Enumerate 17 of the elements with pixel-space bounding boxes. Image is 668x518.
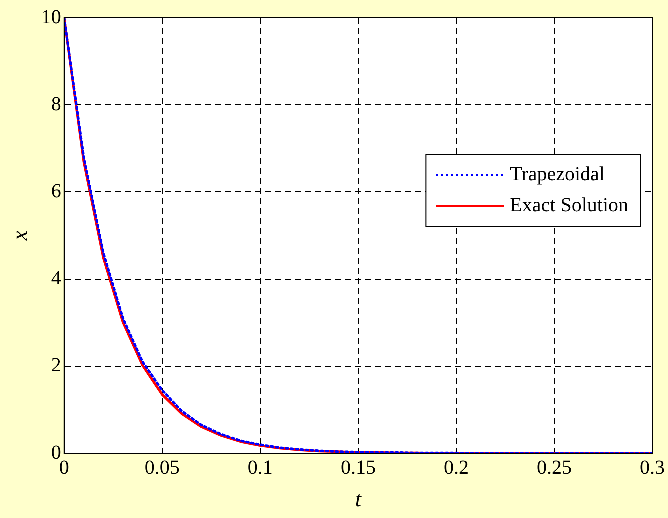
y-tick-label: 0	[51, 442, 62, 464]
x-tick-label: 0.25	[536, 456, 572, 479]
y-axis-title: x	[6, 230, 32, 242]
x-tick-label: 0.15	[340, 456, 376, 479]
y-tick-label: 10	[41, 6, 62, 28]
legend-label: Trapezoidal	[510, 164, 606, 186]
y-tick-label: 6	[51, 180, 62, 202]
x-tick-label: 0.2	[444, 456, 469, 479]
x-axis-title: t	[355, 486, 362, 512]
y-tick-label: 2	[51, 354, 62, 377]
x-tick-label: 0.3	[640, 456, 665, 479]
x-tick-label: 0.05	[144, 456, 180, 479]
y-tick-label: 8	[51, 93, 62, 116]
line-series	[64, 18, 652, 454]
legend-label: Exact Solution	[510, 194, 629, 217]
x-tick-label: 0.1	[248, 456, 273, 479]
y-tick-label: 4	[51, 268, 62, 290]
